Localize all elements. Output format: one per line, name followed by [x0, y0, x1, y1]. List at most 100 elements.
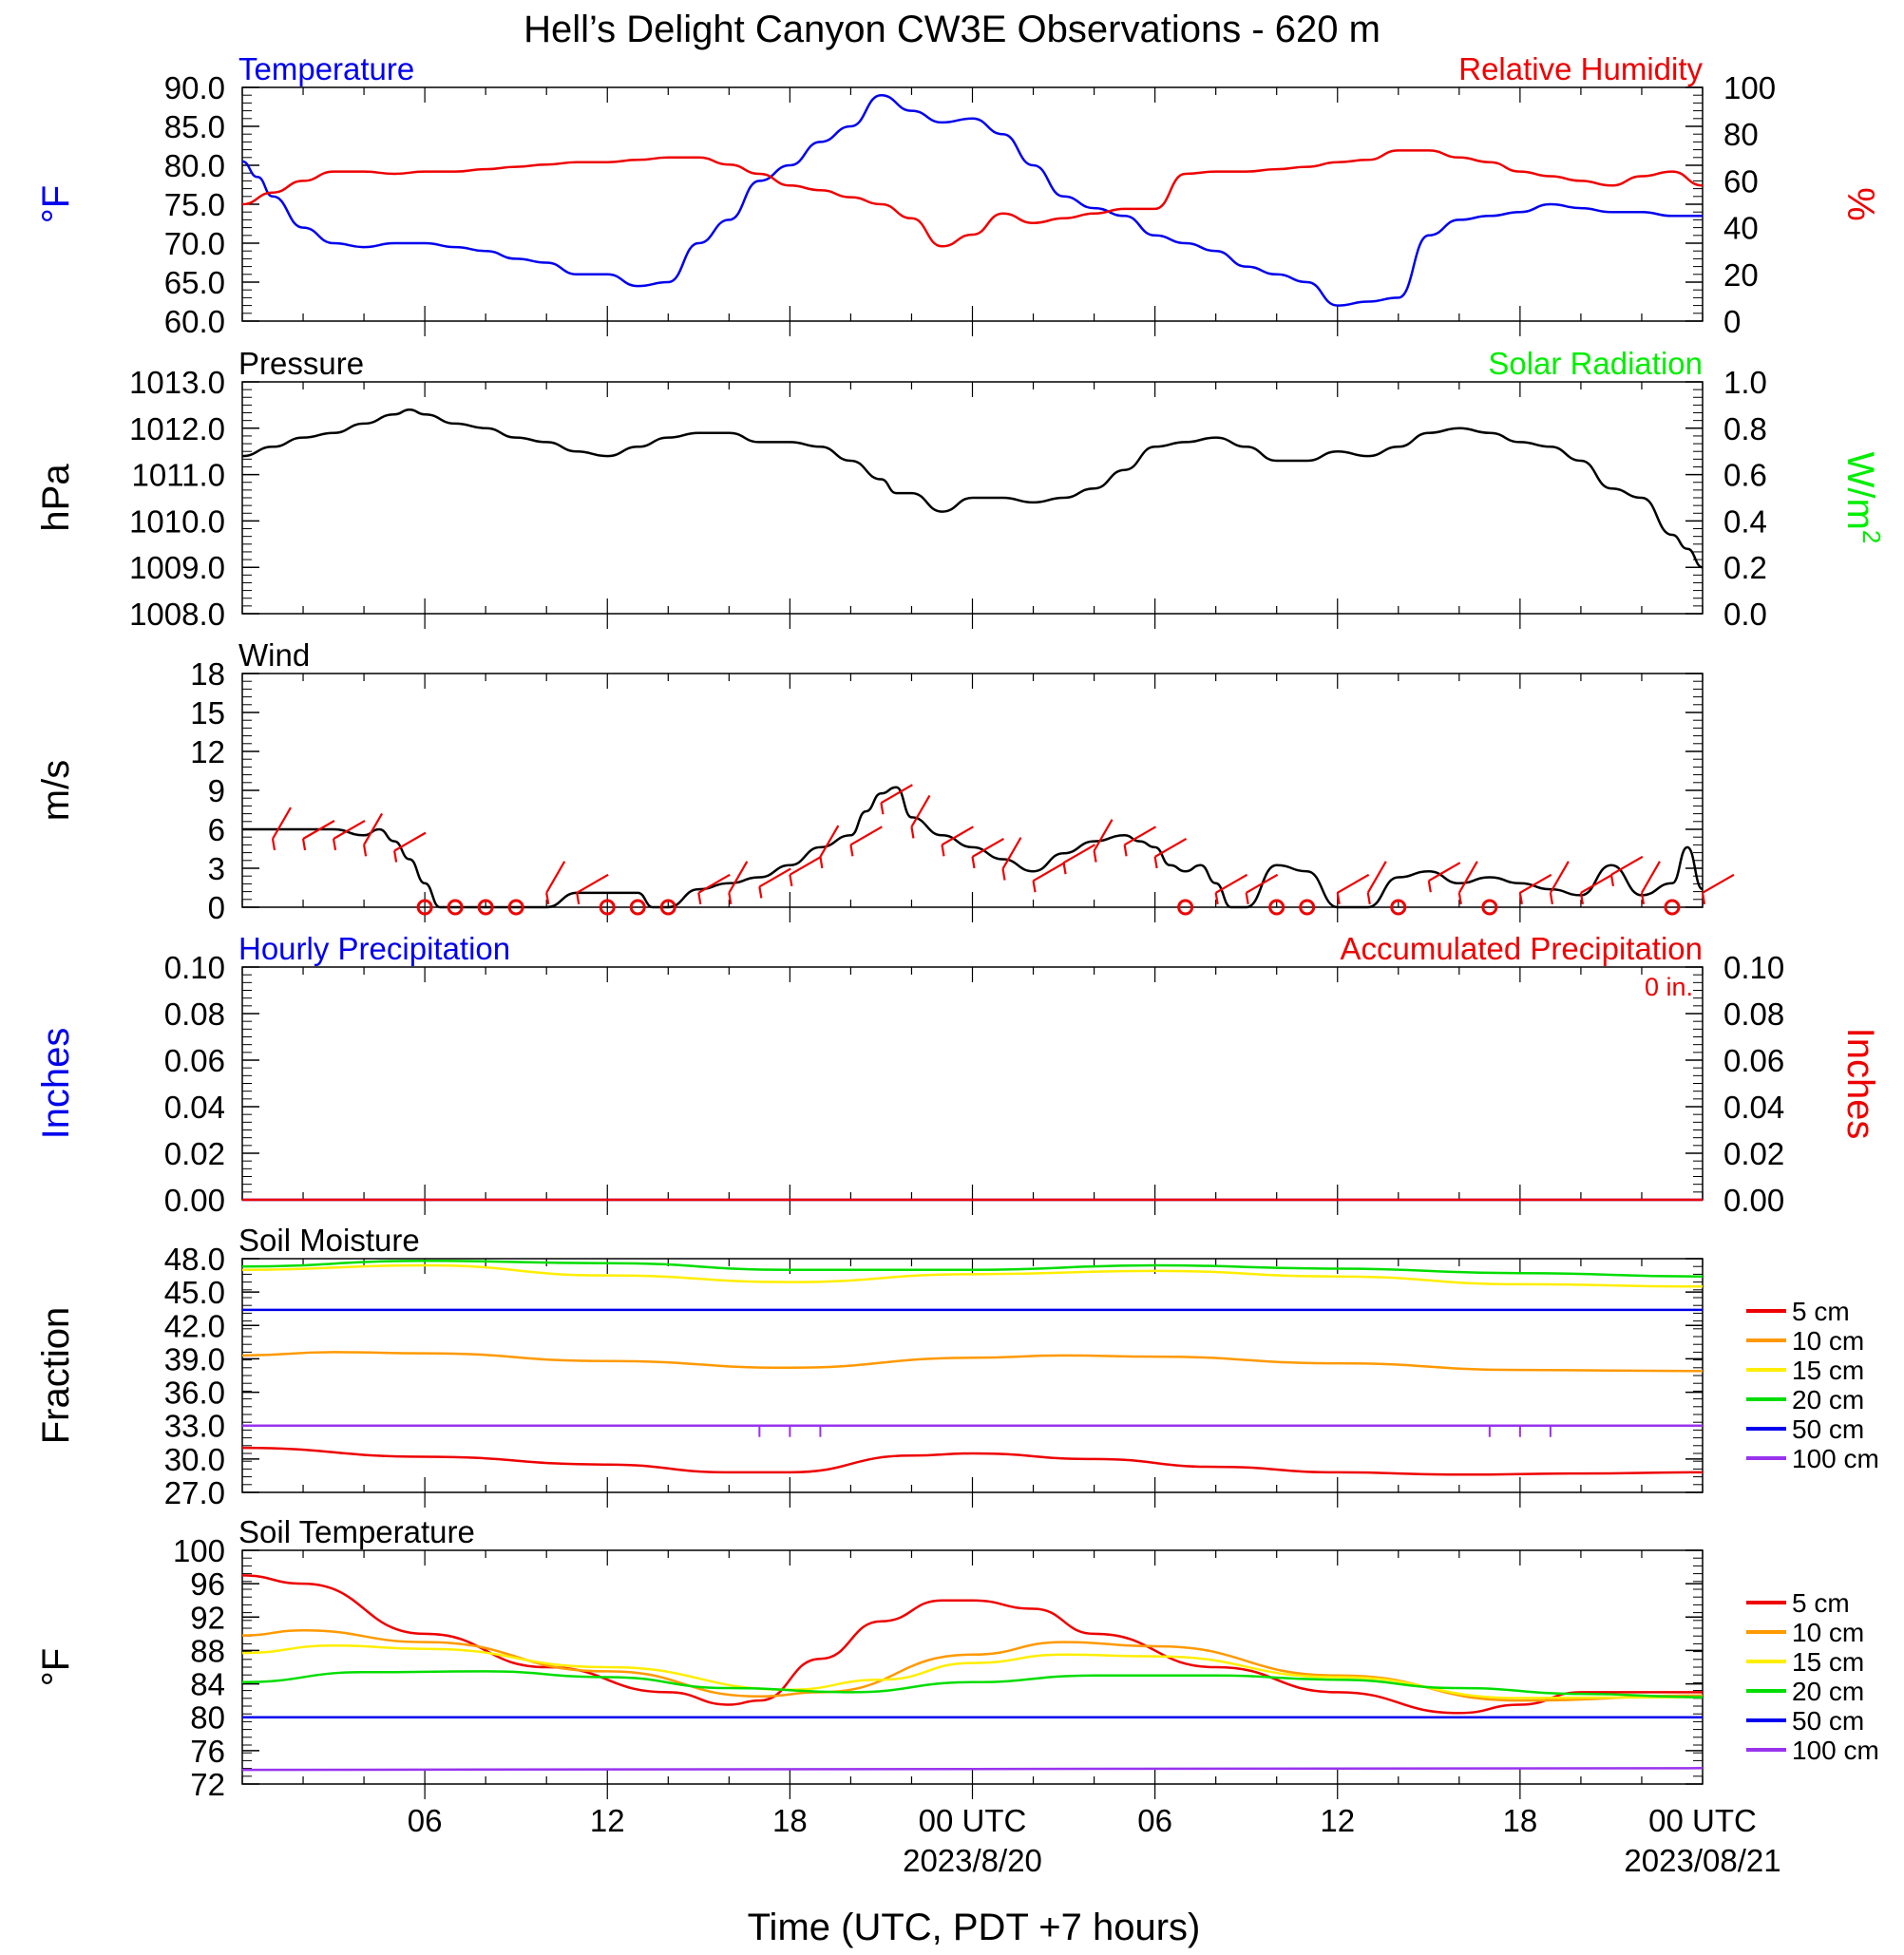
plot-frame [241, 86, 1704, 322]
y-tick-left: 1009.0 [129, 550, 225, 585]
wind-barb-flag [1123, 845, 1128, 857]
wind-barb-flag [849, 845, 854, 857]
plot-frame [241, 1549, 1704, 1785]
wind-barb-flag [362, 845, 368, 857]
calm-wind-marker [507, 899, 524, 916]
wind-barb-flag [1640, 892, 1646, 904]
panel-0: 90.0 85.0 80.0 75.0 70.0 65.0 60.0 100 80 60 40 20 0… [35, 51, 1881, 339]
y-tick-left: 39.0 [164, 1341, 225, 1376]
y-tick-right: 0.10 [1723, 950, 1784, 985]
y-tick-left: 0 [208, 890, 225, 925]
series-line-10 cm [241, 1351, 1704, 1373]
y-tick-left: 30.0 [164, 1442, 225, 1477]
y-tick-right: 0.00 [1723, 1183, 1784, 1218]
wind-barb [1124, 826, 1157, 846]
y-axis-label-right: W/m2 [1839, 452, 1886, 544]
series-line-s0 [241, 408, 1704, 569]
wind-barb [1001, 837, 1022, 870]
calm-wind-marker [1390, 899, 1407, 916]
y-tick-left: 100 [173, 1533, 225, 1568]
wind-barb-flag [1701, 892, 1706, 904]
wind-barb [1702, 873, 1735, 894]
x-axis-label: Time (UTC, PDT +7 hours) [748, 1907, 1201, 1948]
y-axis-label-left: °F [35, 1648, 77, 1686]
y-tick-left: 42.0 [164, 1308, 225, 1343]
calm-wind-marker [477, 899, 494, 916]
calm-wind-marker [1664, 899, 1681, 916]
x-tick-label: 00 UTC [1648, 1803, 1757, 1838]
wind-barb-flag [576, 892, 581, 904]
series-line-100 cm [241, 1767, 1704, 1772]
y-tick-left: 0.10 [164, 950, 225, 985]
wind-barb [1580, 873, 1613, 894]
y-tick-left: 65.0 [164, 265, 225, 300]
y-axis-label-left: hPa [35, 464, 77, 532]
wind-barb-flag [1457, 892, 1462, 904]
wind-barb-flag [1549, 892, 1553, 904]
wind-barb-flag [1518, 892, 1523, 904]
series-line-10 cm [241, 1629, 1704, 1702]
wind-barb [1549, 861, 1570, 894]
y-tick-left: 0.04 [164, 1090, 225, 1125]
wind-barb [910, 794, 931, 827]
y-tick-left: 90.0 [164, 70, 225, 105]
y-tick-right: 40 [1723, 211, 1759, 246]
wind-barb-flag [301, 838, 307, 851]
legend-label: 15 cm [1792, 1647, 1864, 1677]
panel-title-left: Wind [238, 637, 310, 673]
wind-barb-flag [332, 838, 337, 851]
wind-barb-flag [819, 856, 824, 869]
plot-frame [241, 966, 1704, 1201]
x-tick-label: 12 [590, 1803, 625, 1838]
series-line-5 cm [241, 1574, 1703, 1715]
wind-barb [545, 861, 566, 894]
series-line-s0 [241, 93, 1703, 307]
y-tick-left: 88 [190, 1633, 225, 1668]
wind-barb-flag [1093, 850, 1097, 863]
y-tick-right: 0.06 [1723, 1043, 1784, 1078]
y-tick-right: 60 [1723, 163, 1759, 199]
y-tick-left: 33.0 [164, 1409, 225, 1444]
wind-barb [1641, 861, 1661, 894]
panel-title-right: Solar Radiation [1488, 346, 1703, 381]
wind-barb [1457, 861, 1478, 894]
legend-label: 20 cm [1792, 1385, 1864, 1414]
wind-barb-flag [1609, 874, 1615, 887]
y-tick-left: 12 [190, 734, 225, 769]
panel-title-left: Soil Moisture [238, 1223, 420, 1258]
wind-barb [758, 867, 791, 888]
legend-label: 10 cm [1792, 1618, 1864, 1647]
wind-barb [1366, 861, 1387, 894]
series-line-20 cm [241, 1670, 1704, 1699]
y-tick-left: 1010.0 [129, 503, 225, 539]
panel-title-left: Soil Temperature [238, 1514, 475, 1549]
wind-barb [363, 812, 384, 845]
y-tick-right: 0.0 [1723, 597, 1767, 632]
plot-frame [241, 673, 1704, 908]
y-tick-left: 18 [190, 656, 225, 692]
wind-barb [1154, 837, 1188, 858]
wind-barb-flag [1062, 863, 1067, 875]
legend-label: 50 cm [1792, 1414, 1864, 1444]
wind-barb [1246, 873, 1279, 894]
y-tick-right: 0.04 [1723, 1090, 1784, 1125]
y-tick-right: 100 [1723, 70, 1776, 105]
y-tick-left: 75.0 [164, 187, 225, 222]
y-tick-right: 0.8 [1723, 411, 1767, 446]
wind-barb [393, 831, 427, 852]
x-tick-label: 18 [772, 1803, 808, 1838]
wind-barb-flag [697, 892, 702, 904]
y-tick-left: 60.0 [164, 304, 225, 339]
legend-label: 50 cm [1792, 1706, 1864, 1736]
x-tick-label: 12 [1320, 1803, 1355, 1838]
legend-label: 20 cm [1792, 1677, 1864, 1706]
y-tick-left: 1013.0 [129, 365, 225, 400]
y-axis-label-left: Inches [35, 1028, 77, 1140]
y-tick-left: 0.06 [164, 1043, 225, 1078]
series-line-20 cm [241, 1260, 1704, 1278]
series-line-15 cm [241, 1263, 1704, 1288]
y-tick-right: 0.02 [1723, 1136, 1784, 1171]
y-tick-left: 72 [190, 1767, 225, 1802]
